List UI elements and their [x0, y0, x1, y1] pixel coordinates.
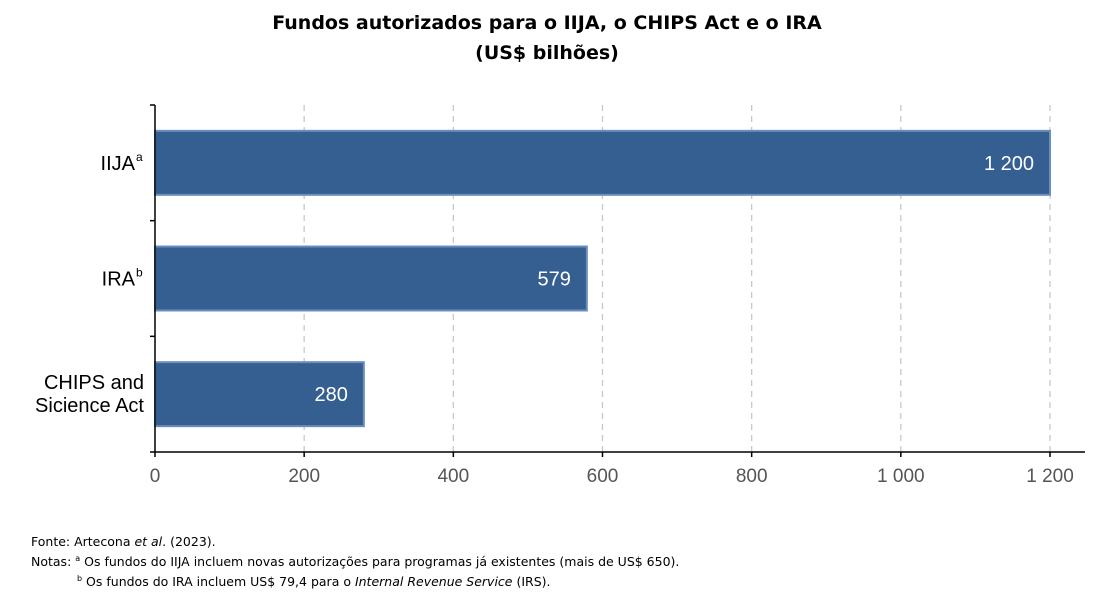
- chart-title-line2: (US$ bilhões): [475, 42, 619, 64]
- category-label: IIJA: [101, 153, 136, 175]
- data-label: 1 200: [984, 153, 1034, 175]
- category-label: Sicience Act: [35, 395, 144, 417]
- chart-notes: Fonte: Artecona et al. (2023). Notas: a …: [31, 532, 679, 592]
- note-a: Notas: a Os fundos do IIJA incluem novas…: [31, 553, 680, 569]
- x-tick-label: 400: [437, 466, 469, 487]
- bar: [154, 245, 588, 312]
- x-tick-label: 1 000: [877, 466, 925, 487]
- chart-title: Fundos autorizados para o IIJA, o CHIPS …: [0, 8, 1094, 68]
- category-label-sup: b: [136, 266, 143, 280]
- category-label: CHIPS and: [44, 372, 144, 394]
- category-label-sup: a: [136, 150, 143, 164]
- data-label: 579: [537, 269, 570, 291]
- notes-label: Notas:: [31, 554, 76, 569]
- source-line: Fonte: Artecona et al. (2023).: [31, 534, 216, 549]
- category-label: IRA: [102, 269, 136, 291]
- chart-title-line1: Fundos autorizados para o IIJA, o CHIPS …: [272, 12, 822, 34]
- bar: [154, 361, 365, 428]
- x-tick-label: 0: [150, 466, 161, 487]
- x-tick-label: 1 200: [1026, 466, 1074, 487]
- bar: [154, 129, 1051, 196]
- x-tick-label: 800: [736, 466, 768, 487]
- x-tick-label: 600: [587, 466, 619, 487]
- x-tick-label: 200: [288, 466, 320, 487]
- note-b: b Os fundos do IRA incluem US$ 79,4 para…: [77, 573, 551, 589]
- data-label: 280: [314, 384, 347, 406]
